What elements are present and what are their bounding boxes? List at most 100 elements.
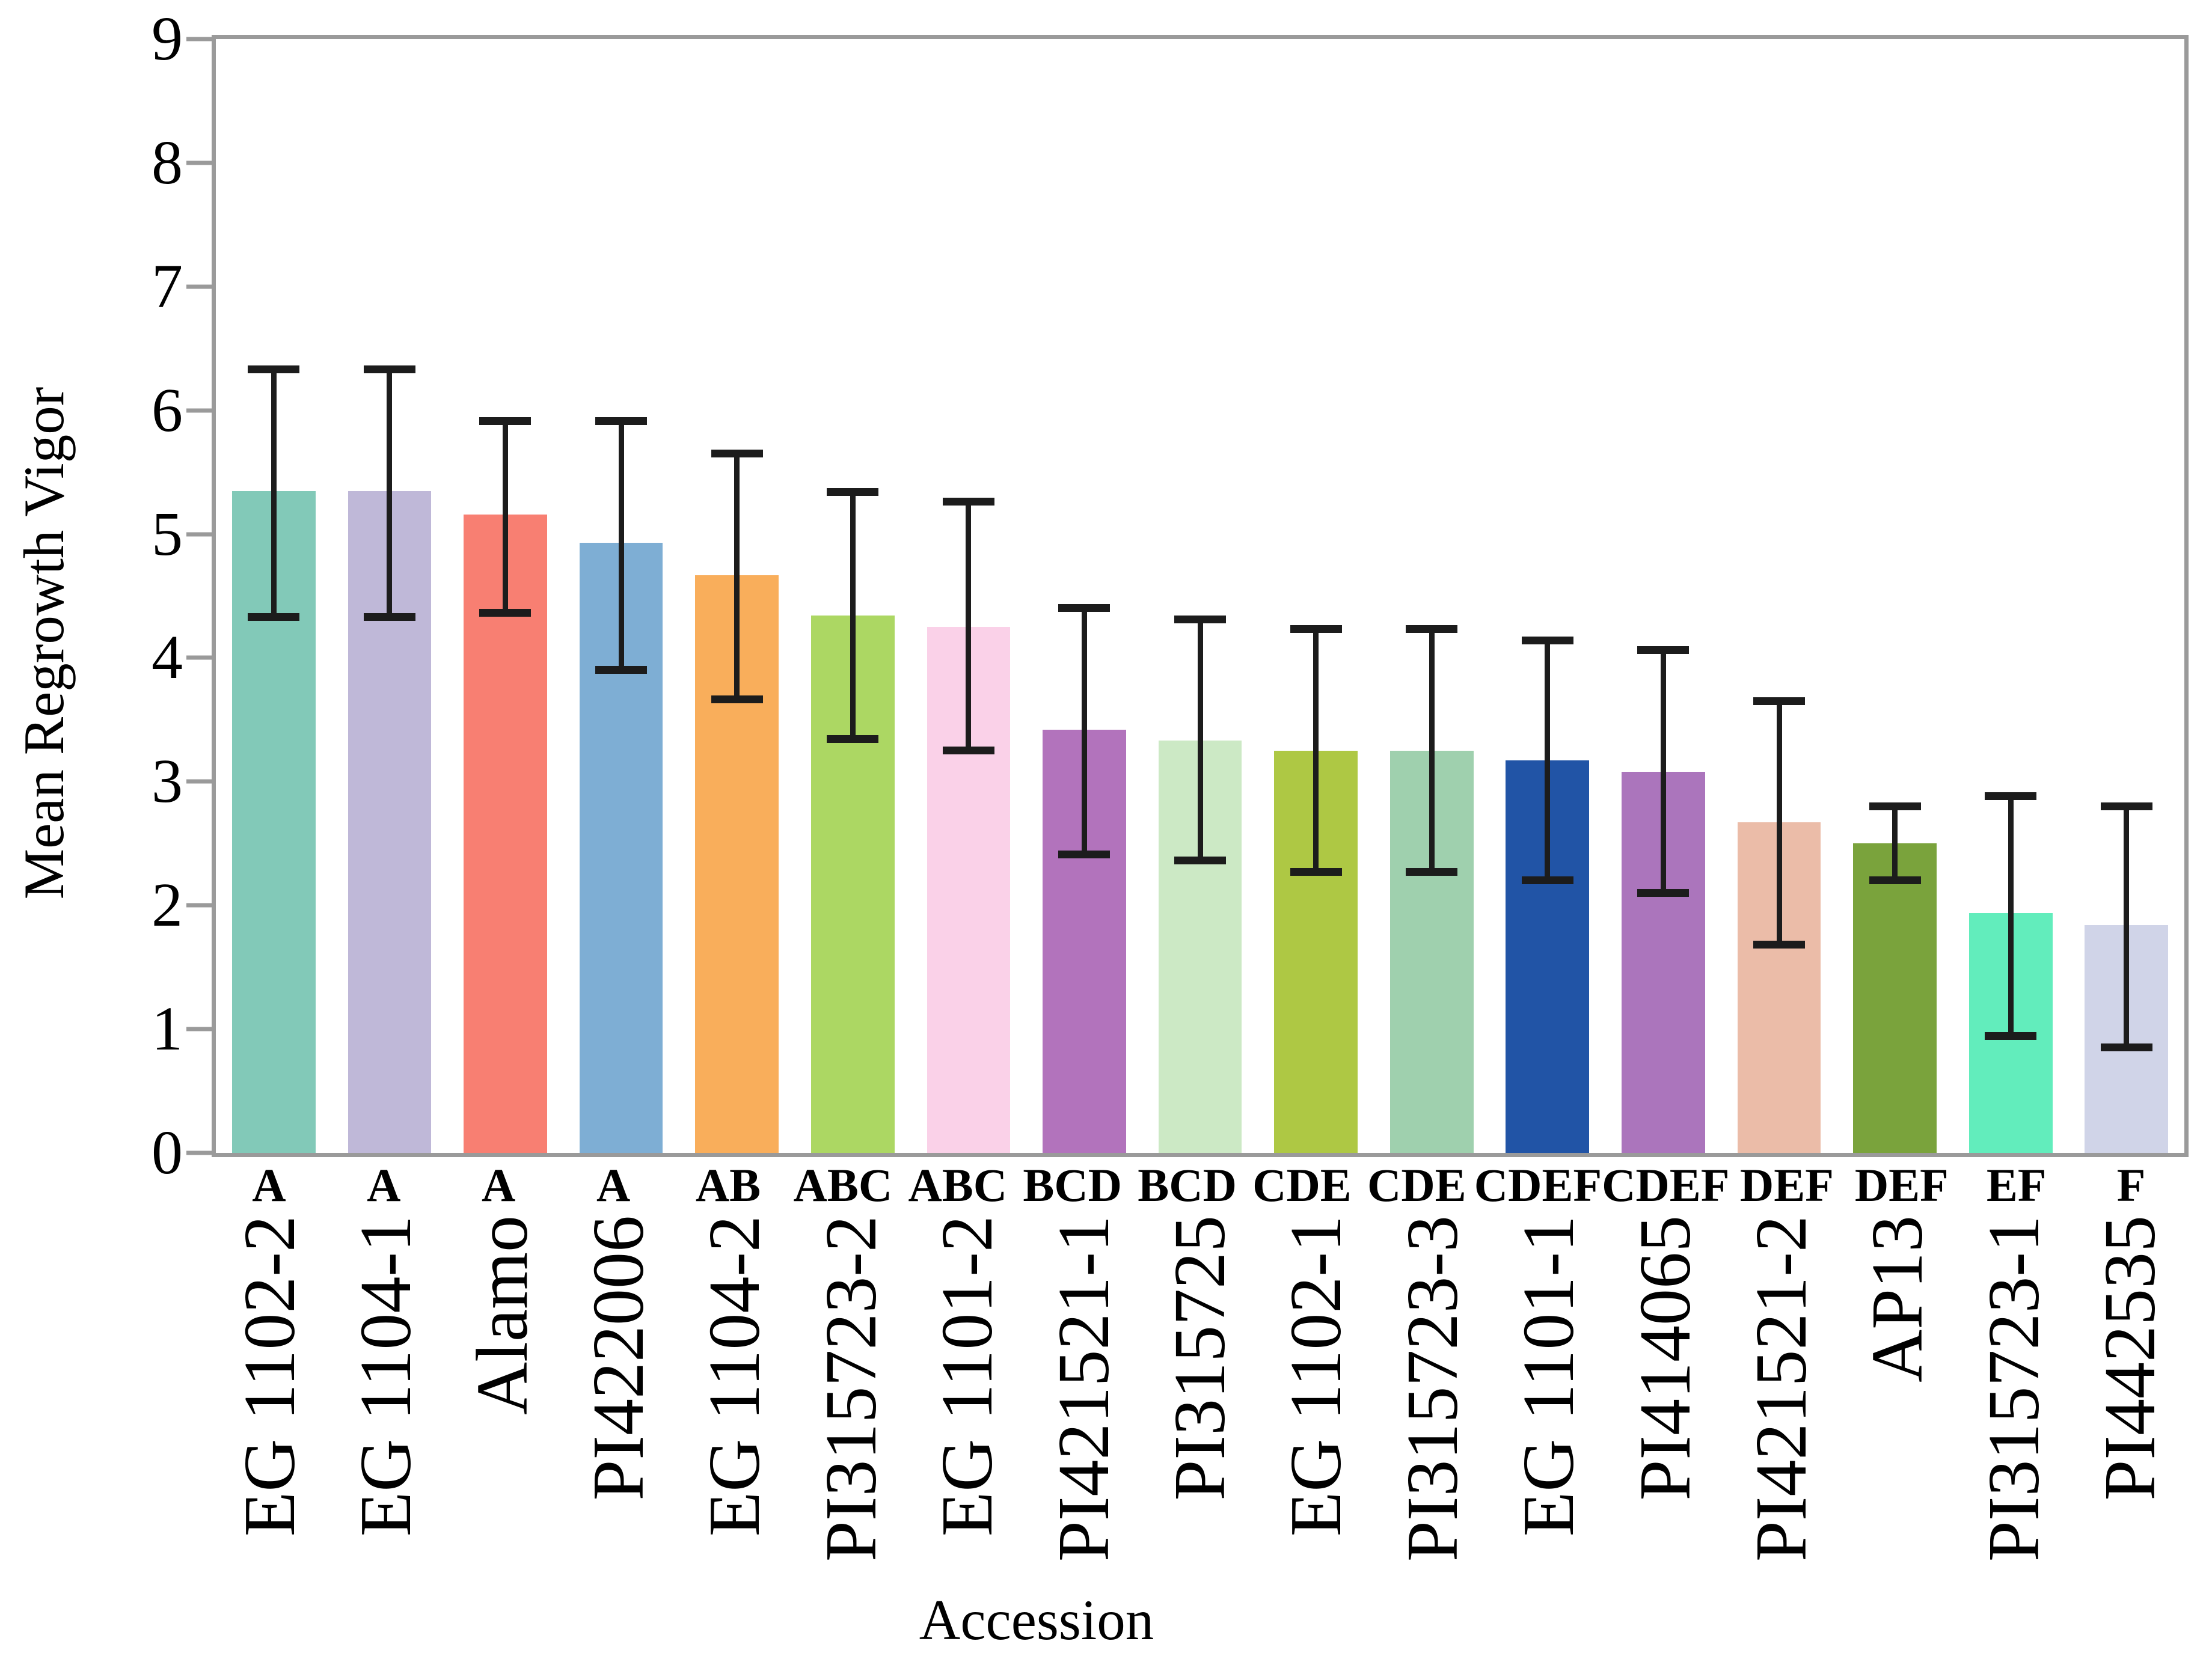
error-bar-cap-bottom bbox=[1406, 867, 1458, 876]
error-bar-cap-top bbox=[479, 417, 532, 426]
x-axis-category-label: EG 1102-2 bbox=[228, 1215, 310, 1537]
error-bar-line bbox=[1660, 650, 1666, 893]
error-bar-cap-bottom bbox=[1521, 876, 1573, 885]
bars-container bbox=[216, 39, 2184, 1153]
error-bar-cap-top bbox=[1985, 792, 2037, 801]
x-label-cell: PI442535 bbox=[2073, 1215, 2189, 1606]
error-bar-line bbox=[2124, 806, 2130, 1048]
error-bar-cap-bottom bbox=[1058, 850, 1111, 858]
x-axis-category-label: PI414065 bbox=[1624, 1215, 1706, 1501]
error-bar-cap-top bbox=[1869, 802, 1921, 810]
x-axis-labels-row: EG 1102-2 EG 1104-1 Alamo PI422006 EG 1104-2… bbox=[212, 1215, 2189, 1606]
x-label-cell: PI315723-2 bbox=[793, 1215, 909, 1606]
x-label-cell: PI315723-1 bbox=[1956, 1215, 2072, 1606]
x-axis-category-label: PI315723-1 bbox=[1973, 1215, 2054, 1562]
significance-letter: CDE bbox=[1367, 1159, 1466, 1211]
error-bar-cap-top bbox=[1521, 636, 1573, 644]
y-axis-tick-label: 8 bbox=[152, 127, 183, 197]
error-bar-line bbox=[387, 369, 393, 617]
bar-column bbox=[911, 39, 1027, 1153]
bar-column bbox=[1258, 39, 1374, 1153]
error-bar-cap-top bbox=[1753, 697, 1806, 705]
bar-column bbox=[1953, 39, 2069, 1153]
x-label-cell: PI421521-2 bbox=[1723, 1215, 1839, 1606]
significance-letter: CDE bbox=[1252, 1159, 1352, 1211]
x-label-cell: EG 1101-2 bbox=[909, 1215, 1025, 1606]
x-label-cell: PI315725 bbox=[1142, 1215, 1258, 1606]
y-axis-tick-label: 9 bbox=[152, 4, 183, 73]
significance-letter: ABC bbox=[793, 1159, 893, 1211]
error-bar-line bbox=[618, 421, 624, 671]
error-bar-cap-bottom bbox=[1637, 888, 1690, 897]
error-bar-cap-bottom bbox=[363, 613, 415, 621]
x-label-cell: EG 1102-1 bbox=[1258, 1215, 1374, 1606]
error-bar-line bbox=[2008, 796, 2014, 1037]
y-axis-tick-label: 3 bbox=[152, 747, 183, 816]
error-bar-cap-bottom bbox=[1985, 1032, 2037, 1040]
error-bar-cap-top bbox=[1058, 604, 1111, 613]
error-bar-line bbox=[271, 369, 277, 617]
error-bar-line bbox=[734, 453, 740, 700]
y-axis-tick-label: 4 bbox=[152, 623, 183, 692]
significance-letter: CDEF bbox=[1474, 1159, 1602, 1211]
error-bar-cap-bottom bbox=[711, 695, 763, 704]
error-bar-line bbox=[1776, 701, 1782, 946]
bar-column bbox=[1374, 39, 1490, 1153]
significance-letter: AB bbox=[695, 1159, 761, 1211]
error-bar-cap-top bbox=[942, 498, 994, 506]
error-bar-cap-bottom bbox=[942, 746, 994, 754]
significance-letter: F bbox=[2116, 1159, 2146, 1211]
y-axis-tick bbox=[186, 903, 212, 908]
x-axis-category-label: PI422006 bbox=[577, 1215, 659, 1501]
error-bar-cap-bottom bbox=[595, 666, 648, 674]
significance-letters-row: A A A A AB ABC ABC BCD BCD CDE CDE CDEF CDEF DEF DEF EF… bbox=[212, 1160, 2189, 1211]
y-axis-tick-label: 7 bbox=[152, 251, 183, 321]
x-axis-category-label: AP13 bbox=[1857, 1215, 1938, 1382]
x-label-cell: EG 1104-1 bbox=[328, 1215, 444, 1606]
error-bar-cap-top bbox=[595, 417, 648, 426]
error-bar-cap-bottom bbox=[479, 609, 532, 617]
x-label-cell: EG 1104-2 bbox=[677, 1215, 793, 1606]
bar-column bbox=[1026, 39, 1142, 1153]
significance-letter: DEF bbox=[1854, 1159, 1949, 1211]
y-axis-tick bbox=[186, 37, 212, 41]
y-axis-tick-label: 1 bbox=[152, 994, 183, 1064]
error-bar-cap-bottom bbox=[1869, 876, 1921, 885]
bar-column bbox=[332, 39, 448, 1153]
x-label-cell: PI414065 bbox=[1607, 1215, 1723, 1606]
error-bar-cap-top bbox=[248, 365, 300, 373]
x-axis-category-label: EG 1101-2 bbox=[927, 1215, 1008, 1537]
bar-column bbox=[216, 39, 332, 1153]
bar-column bbox=[563, 39, 679, 1153]
bar-column bbox=[679, 39, 795, 1153]
x-axis-category-label: Alamo bbox=[461, 1215, 543, 1416]
bar-column bbox=[1721, 39, 1837, 1153]
bar-column bbox=[1490, 39, 1606, 1153]
x-label-cell: Alamo bbox=[444, 1215, 560, 1606]
y-axis-tick bbox=[186, 284, 212, 289]
x-label-cell: PI422006 bbox=[560, 1215, 676, 1606]
error-bar-cap-bottom bbox=[1290, 867, 1342, 876]
x-axis-category-label: PI442535 bbox=[2089, 1215, 2171, 1501]
x-label-cell: EG 1102-2 bbox=[212, 1215, 328, 1606]
error-bar-cap-top bbox=[363, 365, 415, 373]
error-bar-line bbox=[502, 421, 508, 614]
error-bar-cap-top bbox=[711, 449, 763, 457]
significance-letter: A bbox=[596, 1159, 631, 1211]
x-axis-category-label: EG 1104-2 bbox=[694, 1215, 776, 1537]
error-bar-line bbox=[1892, 806, 1898, 881]
error-bar-cap-top bbox=[1290, 625, 1342, 634]
significance-letter: BCD bbox=[1023, 1159, 1123, 1211]
significance-letter: CDEF bbox=[1602, 1159, 1730, 1211]
x-axis-category-label: PI315723-2 bbox=[810, 1215, 892, 1562]
x-axis-category-label: EG 1101-1 bbox=[1508, 1215, 1590, 1537]
error-bar-cap-bottom bbox=[827, 735, 879, 744]
error-bar-cap-bottom bbox=[248, 613, 300, 621]
bar bbox=[464, 514, 547, 1153]
significance-letter: A bbox=[252, 1159, 286, 1211]
bar-column bbox=[447, 39, 563, 1153]
y-axis-tick bbox=[186, 1027, 212, 1031]
significance-letter: A bbox=[367, 1159, 401, 1211]
x-axis-category-label: PI315725 bbox=[1159, 1215, 1240, 1501]
